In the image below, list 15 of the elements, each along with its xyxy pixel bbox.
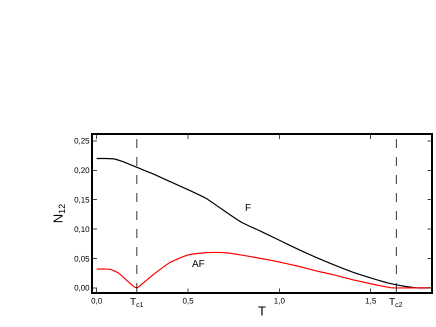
series-label: AF xyxy=(192,259,205,270)
x-axis-title: T xyxy=(258,303,266,318)
ref-line-label: T$_{c1}$ xyxy=(130,297,144,310)
x-tick-label: 1,5 xyxy=(365,296,377,306)
y-tick-label: 0,20 xyxy=(74,166,90,176)
y-tick-label: 0,05 xyxy=(74,254,90,264)
ref-line-label: T$_{c2}$ xyxy=(389,297,403,310)
x-tick-label: 0,5 xyxy=(182,296,194,306)
x-tick-label: 0,0 xyxy=(91,296,103,306)
y-tick-label: 0,25 xyxy=(74,136,90,146)
x-tick-label: 1,0 xyxy=(274,296,286,306)
y-tick-label: 0,00 xyxy=(74,284,90,293)
y-tick-label: 0,10 xyxy=(74,224,90,234)
y-tick-label: 0,15 xyxy=(74,195,90,204)
series-label: F xyxy=(245,203,252,214)
